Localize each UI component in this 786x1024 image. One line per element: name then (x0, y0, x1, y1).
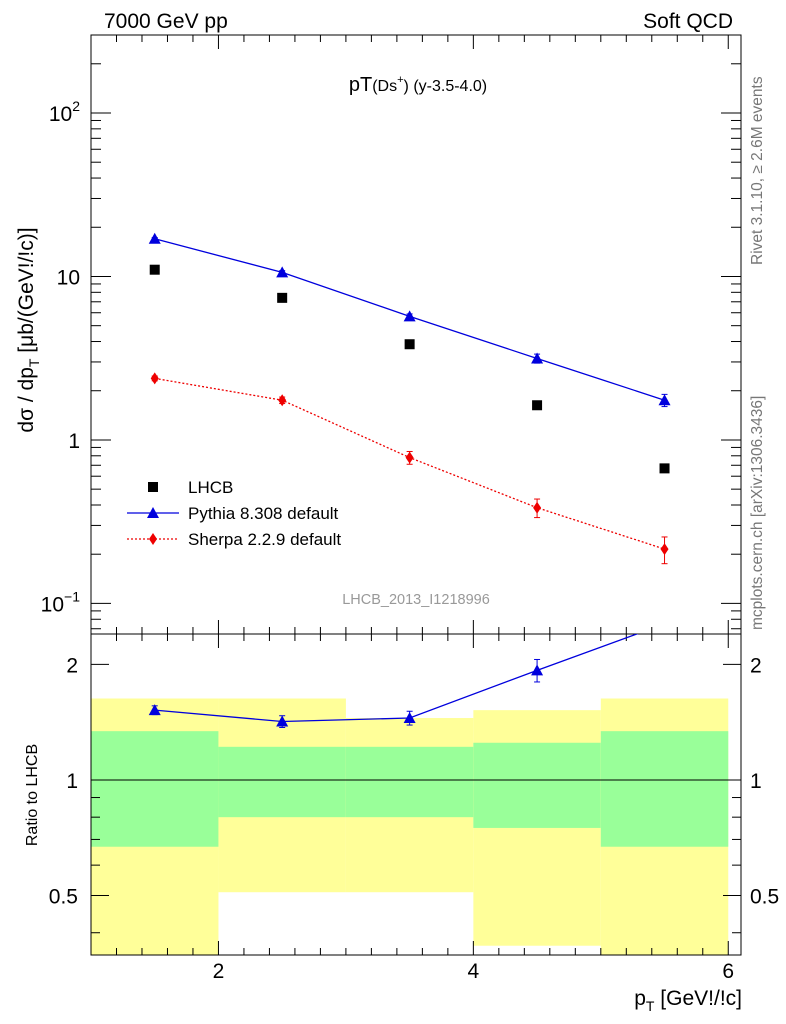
x-tick-label-3: 6 (722, 960, 734, 983)
legend-label: Sherpa 2.2.9 default (188, 530, 341, 549)
legend-marker (148, 482, 158, 492)
data-point (277, 292, 288, 303)
main-y-axis-label-sub: T (26, 358, 42, 367)
ratio-data-point (403, 712, 416, 724)
plot-title-particle: (Ds (372, 78, 397, 95)
ratio-y-tick-label-right-2: 1 (750, 770, 762, 793)
data-point (403, 310, 416, 322)
legend-entry-3: Sherpa 2.2.9 default (127, 530, 341, 549)
main-y-tick-label-base: 10 (49, 103, 72, 126)
green-band-4 (473, 742, 601, 828)
series-pythia-8-308-default (148, 232, 671, 408)
data-point (148, 232, 161, 244)
main-y-tick-label-base: 1 (68, 430, 80, 453)
x-axis-label-tail: [GeV!/!c] (654, 987, 742, 1010)
data-point (659, 463, 670, 474)
legend: LHCB Pythia 8.308 default Sherpa 2.2.9 def… (127, 478, 341, 549)
main-y-tick-label-exp: −1 (64, 588, 80, 604)
plot-title: pT(Ds+) (y-3.5-4.0) (349, 74, 487, 96)
legend-entry-1: LHCB (148, 478, 233, 497)
data-point (404, 339, 415, 350)
ratio-y-tick-label-right-3: 2 (750, 654, 762, 677)
data-point (533, 501, 542, 514)
plot-title-main: pT (349, 74, 372, 96)
plot-title-close: ) (404, 78, 409, 95)
data-point (405, 451, 414, 464)
data-point (531, 352, 544, 364)
legend-marker (149, 533, 157, 545)
legend-label: LHCB (188, 478, 233, 497)
main-plot-series (148, 232, 671, 565)
ratio-plot-series (148, 634, 639, 728)
plot-title-sup: + (397, 74, 403, 86)
main-y-tick-label-3: 1 (68, 430, 80, 453)
x-tick-label-1: 2 (213, 960, 225, 983)
ratio-uncertainty-bands (91, 698, 741, 955)
header-energy-label: 7000 GeV pp (104, 10, 228, 33)
mcplots-reference-label: mcplots.cern.ch [arXiv:1306.3436] (749, 396, 766, 630)
x-tick-label-2: 4 (468, 960, 480, 983)
green-band-5 (600, 731, 729, 847)
ratio-y-tick-label-right-1: 0.5 (750, 886, 779, 909)
series-sherpa-2-2-9-default (150, 372, 669, 565)
legend-label: Pythia 8.308 default (188, 504, 339, 523)
plot-title-range: (y-3.5-4.0) (409, 78, 487, 95)
data-point (149, 264, 160, 275)
main-y-tick-label-base: 10 (41, 593, 64, 616)
ratio-y-tick-label-1: 0.5 (49, 886, 78, 909)
ratio-data-point (148, 704, 161, 716)
main-y-tick-label-base: 10 (57, 266, 80, 289)
rivet-version-label: Rivet 3.1.10, ≥ 2.6M events (749, 76, 766, 265)
legend-entry-2: Pythia 8.308 default (127, 504, 339, 523)
green-band-3 (345, 746, 474, 818)
header-process-label: Soft QCD (643, 10, 733, 33)
ratio-plot-frame (90, 633, 742, 956)
data-point (532, 400, 543, 411)
ratio-y-axis-label: Ratio to LHCB (24, 744, 41, 846)
ratio-y-tick-label-2: 1 (66, 770, 78, 793)
main-y-tick-label-1: 102 (49, 98, 80, 126)
data-point (150, 372, 159, 385)
main-y-axis-label: dσ / dpT [μb/(GeV!/!c)] (15, 227, 42, 432)
main-y-tick-label-4: 10−1 (41, 588, 81, 616)
x-axis-label-main: p (634, 987, 646, 1010)
legend-marker (147, 507, 159, 518)
green-band-2 (218, 746, 346, 818)
ratio-data-point (276, 715, 289, 727)
analysis-watermark: LHCB_2013_I1218996 (342, 592, 490, 608)
ratio-series-pythia (148, 634, 639, 728)
x-axis-label: pT [GeV!/!c] (634, 987, 742, 1014)
main-y-tick-label-2: 10 (57, 266, 80, 289)
data-point (276, 266, 289, 278)
green-band-1 (91, 731, 219, 847)
ratio-data-point (531, 664, 544, 676)
main-y-axis-label-main: dσ / dp (15, 367, 38, 433)
ratio-y-tick-label-3: 2 (66, 654, 78, 677)
main-y-axis-label-tail: [μb/(GeV!/!c)] (15, 227, 38, 358)
x-axis-label-sub: T (646, 998, 655, 1014)
main-y-tick-label-exp: 2 (72, 98, 80, 114)
series-lhcb (149, 264, 670, 474)
data-point (278, 394, 287, 407)
data-point (658, 394, 671, 406)
ratio-plot-axes: 2 4 6 0.5 0.5 1 1 2 2 (49, 633, 779, 983)
data-point (660, 543, 669, 556)
